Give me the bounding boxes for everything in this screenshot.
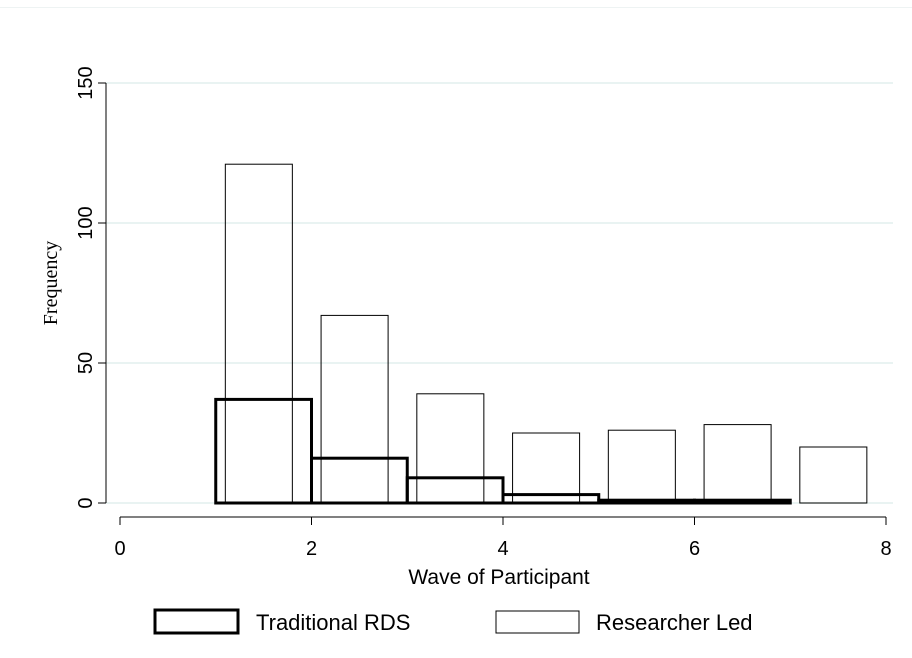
x-tick-label-0: 0	[114, 538, 125, 560]
bar-traditional-rds-3	[405, 476, 505, 505]
bar-researcher-led-1	[224, 163, 293, 504]
x-axis-title: Wave of Participant	[408, 566, 589, 589]
bar-researcher-led-3	[416, 393, 485, 504]
bar-traditional-rds-4	[501, 493, 601, 505]
x-tick-label-8: 8	[880, 538, 891, 560]
y-tick-label-0: 0	[75, 497, 97, 508]
x-tick-label-2: 2	[306, 538, 317, 560]
bar-traditional-rds-6	[693, 498, 792, 505]
bar-researcher-led-2	[320, 314, 389, 504]
x-tick-label-4: 4	[497, 538, 508, 560]
legend-swatch-traditional-rds	[153, 608, 240, 635]
top-border	[0, 7, 912, 8]
bar-researcher-led-7	[799, 446, 868, 504]
axes: 0 50 100 150 0 2 4 6 8	[75, 66, 892, 560]
y-tick-label-100: 100	[75, 206, 97, 239]
bar-researcher-led-6	[703, 424, 772, 504]
bar-traditional-rds-1	[214, 397, 313, 505]
x-tick-label-6: 6	[689, 538, 700, 560]
y-axis-title: Frequency	[40, 241, 62, 325]
legend-swatch-researcher-led	[495, 610, 580, 634]
gridlines	[106, 82, 893, 504]
y-tick-label-150: 150	[75, 66, 97, 99]
y-tick-label-50: 50	[75, 352, 97, 374]
bar-traditional-rds-2	[310, 456, 409, 505]
traditional-rds-bars	[214, 397, 792, 505]
bar-researcher-led-4	[512, 432, 581, 504]
legend: Traditional RDS Researcher Led	[153, 608, 753, 635]
legend-label-traditional-rds: Traditional RDS	[256, 610, 410, 635]
bar-traditional-rds-5	[597, 498, 696, 505]
researcher-led-bars	[224, 163, 868, 504]
legend-label-researcher-led: Researcher Led	[596, 610, 753, 635]
bar-researcher-led-5	[607, 429, 676, 504]
